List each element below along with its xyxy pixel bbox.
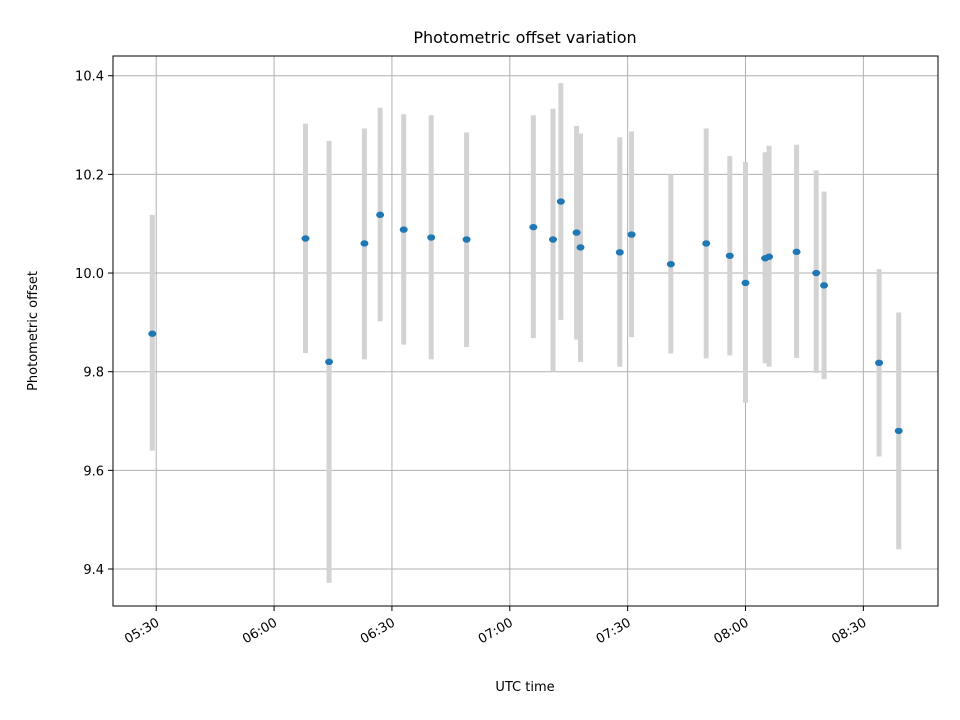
- x-tick-label: 06:00: [240, 615, 280, 647]
- y-tick-label: 10.2: [75, 168, 104, 183]
- y-tick-label: 10.4: [75, 70, 104, 85]
- data-point: [148, 330, 157, 337]
- chart-title: Photometric offset variation: [413, 28, 636, 47]
- data-point: [427, 234, 436, 241]
- data-point: [376, 211, 385, 219]
- data-point: [529, 223, 538, 231]
- data-point: [462, 236, 471, 243]
- y-tick-label: 9.4: [83, 563, 104, 578]
- y-tick-label: 9.6: [83, 464, 104, 479]
- data-point: [820, 282, 829, 289]
- data-point: [741, 279, 750, 287]
- x-tick-label: 07:30: [594, 615, 634, 647]
- x-axis-label: UTC time: [495, 680, 554, 695]
- data-point: [875, 359, 884, 367]
- data-point: [725, 252, 734, 259]
- plot-area-frame: [112, 55, 939, 607]
- data-point: [399, 226, 408, 233]
- x-tick-label: 06:30: [358, 615, 398, 647]
- data-point: [549, 236, 557, 243]
- x-tick-label: 07:00: [476, 615, 516, 647]
- data-point: [812, 269, 821, 277]
- data-point: [894, 427, 903, 435]
- data-point: [792, 248, 801, 256]
- x-tick-label: 08:30: [829, 615, 869, 647]
- data-point: [765, 253, 774, 260]
- data-point: [360, 240, 369, 247]
- y-tick-label: 9.8: [83, 366, 104, 381]
- x-tick-label: 05:30: [122, 615, 162, 647]
- data-point: [615, 249, 624, 256]
- error-bars: [149, 83, 902, 583]
- data-point: [301, 235, 310, 242]
- data-point: [572, 229, 581, 236]
- data-point: [556, 198, 565, 205]
- data-point: [576, 244, 585, 251]
- y-tick-label: 10.0: [75, 267, 104, 282]
- x-tick-label: 08:00: [712, 615, 752, 647]
- data-point: [325, 358, 334, 366]
- y-axis-label: Photometric offset: [26, 271, 41, 391]
- data-points: [148, 198, 903, 435]
- data-point: [702, 240, 711, 247]
- y-axis-ticks: 9.4 9.6 9.8 10.0 10.2 10.4: [75, 70, 113, 578]
- x-axis-ticks: 05:30 06:00 06:30 07:00 07:30 08:00 08:30: [122, 606, 869, 647]
- data-point: [666, 260, 675, 268]
- data-point: [627, 231, 636, 238]
